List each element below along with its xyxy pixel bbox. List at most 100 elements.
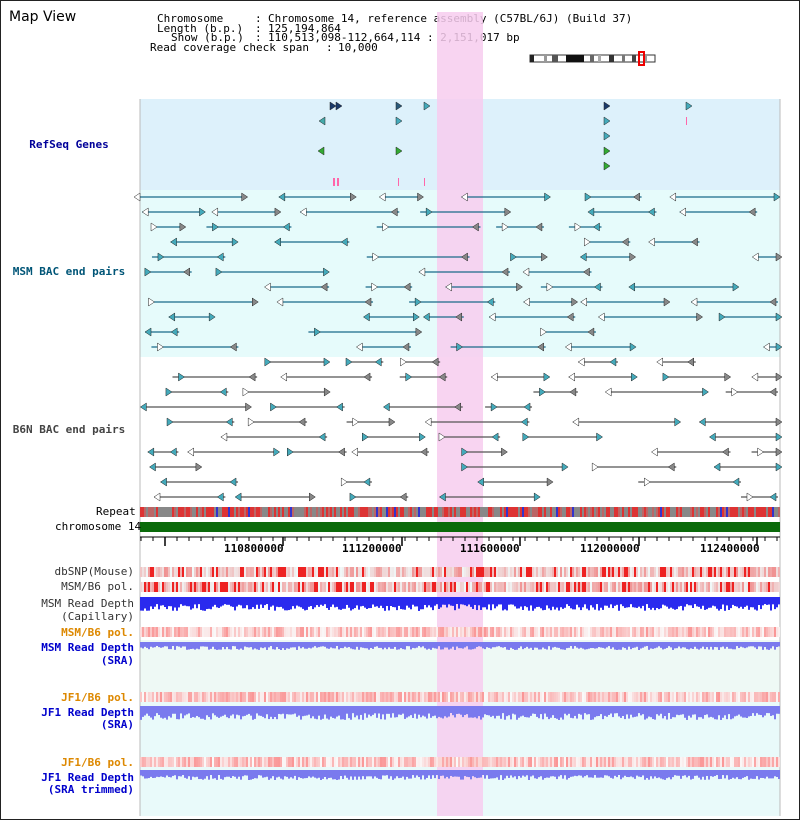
msm-depth-capillary-bar bbox=[716, 597, 718, 609]
jf1-b6-pol-strip bbox=[270, 692, 272, 702]
dbsnp-strip bbox=[666, 567, 668, 577]
msm-b6-pol-strip bbox=[286, 582, 288, 592]
msm-depth-capillary-bar bbox=[506, 597, 508, 611]
msm-depth-sra-bar bbox=[410, 642, 412, 650]
msm-depth-sra-bar bbox=[214, 642, 216, 650]
dbsnp-strip bbox=[590, 567, 592, 577]
msm-depth-capillary-bar bbox=[622, 597, 624, 607]
msm-b6-pol-strip bbox=[248, 582, 250, 592]
jf1-depth-trim-bar bbox=[314, 770, 316, 778]
msm-depth-capillary-bar bbox=[772, 597, 774, 605]
msm-depth-capillary-bar bbox=[756, 597, 758, 611]
jf1-b6-pol-strip bbox=[470, 692, 472, 702]
track-label-msm-b6-pol-1: MSM/B6 pol. bbox=[61, 580, 134, 593]
feature-arrow bbox=[438, 432, 446, 442]
jf1-b6-pol-strip bbox=[292, 692, 294, 702]
jf1-depth-sra-bar bbox=[454, 706, 456, 718]
msm-depth-sra-bar bbox=[444, 642, 446, 648]
msm-depth-capillary-bar bbox=[234, 597, 236, 611]
msm-depth-capillary-bar bbox=[238, 597, 240, 605]
track-label-refseq-genes[interactable]: RefSeq Genes bbox=[29, 138, 109, 151]
jf1-b6-pol2-strip bbox=[616, 757, 618, 767]
msm-depth-capillary-bar bbox=[524, 597, 526, 607]
msm-b6-pol2-strip bbox=[514, 627, 516, 637]
msm-b6-pol2-strip bbox=[378, 627, 380, 637]
msm-depth-sra-bar bbox=[176, 642, 178, 647]
msm-depth-sra-bar bbox=[610, 642, 612, 649]
jf1-depth-sra-bar bbox=[718, 706, 720, 716]
jf1-b6-pol2-strip bbox=[416, 757, 418, 767]
jf1-b6-pol-strip bbox=[392, 692, 394, 702]
msm-depth-capillary-bar bbox=[222, 597, 224, 606]
jf1-b6-pol-strip bbox=[394, 692, 396, 702]
dbsnp-strip bbox=[580, 567, 582, 577]
msm-b6-pol2-strip bbox=[468, 627, 470, 637]
jf1-depth-sra-bar bbox=[674, 706, 676, 718]
msm-depth-sra-bar bbox=[626, 642, 628, 650]
dbsnp-strip bbox=[704, 567, 706, 577]
dbsnp-strip bbox=[686, 567, 688, 577]
feature-arrow bbox=[713, 462, 721, 472]
msm-b6-pol2-strip bbox=[622, 627, 624, 637]
feature-arrow bbox=[323, 267, 330, 277]
repeat-segment bbox=[588, 507, 590, 517]
dbsnp-strip bbox=[238, 567, 240, 577]
jf1-b6-pol2-strip bbox=[474, 757, 476, 767]
jf1-b6-pol2-strip bbox=[748, 757, 750, 767]
dbsnp-strip bbox=[534, 567, 536, 577]
msm-b6-pol-strip bbox=[604, 582, 606, 592]
repeat-segment bbox=[160, 507, 162, 517]
msm-depth-sra-bar bbox=[628, 642, 630, 647]
repeat-segment bbox=[724, 507, 726, 517]
msm-depth-capillary-bar bbox=[516, 597, 518, 609]
track-label-jf1-b6-pol-2: JF1/B6 pol. bbox=[61, 756, 134, 769]
jf1-depth-sra-bar bbox=[536, 706, 538, 717]
msm-depth-capillary-bar bbox=[732, 597, 734, 605]
dbsnp-strip bbox=[190, 567, 192, 577]
msm-depth-sra-bar bbox=[624, 642, 626, 649]
msm-b6-pol-strip bbox=[512, 582, 514, 592]
track-label-b6n-bac[interactable]: B6N BAC end pairs bbox=[12, 423, 126, 436]
repeat-segment bbox=[756, 507, 758, 517]
msm-depth-capillary-bar bbox=[330, 597, 332, 607]
feature-arrow bbox=[208, 312, 216, 322]
msm-depth-capillary-bar bbox=[658, 597, 660, 610]
msm-b6-pol2-strip bbox=[722, 627, 724, 637]
msm-b6-pol-strip bbox=[418, 582, 420, 592]
jf1-depth-trim-bar bbox=[382, 770, 384, 776]
jf1-b6-pol-strip bbox=[212, 692, 214, 702]
jf1-b6-pol-strip bbox=[710, 692, 712, 702]
track-label-msm-bac[interactable]: MSM BAC end pairs bbox=[12, 265, 126, 278]
msm-depth-sra-bar bbox=[528, 642, 530, 649]
jf1-b6-pol-strip bbox=[490, 692, 492, 702]
repeat-segment bbox=[296, 507, 298, 517]
msm-depth-capillary-bar bbox=[690, 597, 692, 606]
msm-depth-capillary-bar bbox=[580, 597, 582, 611]
dbsnp-strip bbox=[550, 567, 552, 577]
jf1-depth-trim-bar bbox=[400, 770, 402, 778]
jf1-depth-trim-bar bbox=[200, 770, 202, 779]
jf1-b6-pol-strip bbox=[472, 692, 474, 702]
dbsnp-strip bbox=[752, 567, 754, 577]
msm-depth-sra-bar bbox=[492, 642, 494, 648]
msm-b6-pol2-strip bbox=[434, 627, 436, 637]
msm-depth-sra-bar bbox=[254, 642, 256, 649]
jf1-b6-pol2-strip bbox=[652, 757, 654, 767]
msm-b6-pol2-strip bbox=[424, 627, 426, 637]
jf1-b6-pol2-strip bbox=[142, 757, 144, 767]
jf1-depth-trim-bar bbox=[410, 770, 412, 779]
jf1-depth-sra-bar bbox=[748, 706, 750, 717]
msm-b6-pol-strip bbox=[494, 582, 496, 592]
jf1-b6-pol-strip bbox=[744, 692, 746, 702]
jf1-depth-trim-bar bbox=[566, 770, 568, 780]
msm-depth-sra-bar bbox=[642, 642, 644, 648]
msm-depth-sra-bar bbox=[160, 642, 162, 648]
jf1-depth-trim-bar bbox=[656, 770, 658, 779]
jf1-b6-pol-strip bbox=[468, 692, 470, 702]
dbsnp-strip bbox=[396, 567, 398, 577]
msm-b6-pol-strip bbox=[426, 582, 428, 592]
track-label-jf1-b6-pol-1: JF1/B6 pol. bbox=[61, 691, 134, 704]
msm-b6-pol-strip bbox=[532, 582, 534, 592]
repeat-segment bbox=[492, 507, 494, 517]
